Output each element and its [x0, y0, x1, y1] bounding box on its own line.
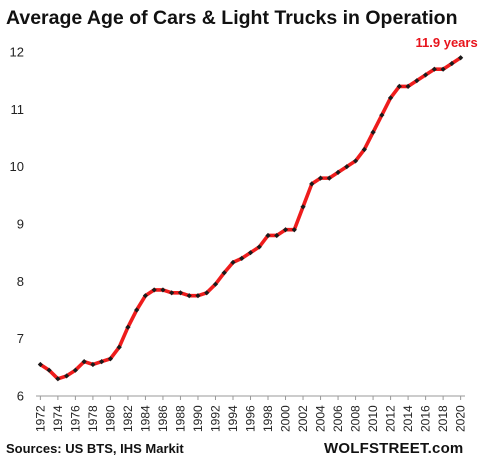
data-point-marker	[352, 158, 359, 164]
data-point-marker	[99, 359, 105, 365]
data-point-marker	[335, 169, 341, 175]
data-point-marker	[230, 259, 236, 266]
data-point-marker	[282, 227, 289, 233]
data-point-marker	[72, 367, 78, 373]
x-tick-label: 1972	[33, 405, 47, 432]
x-tick-label: 1974	[51, 405, 65, 432]
data-point-marker	[344, 164, 350, 170]
data-point-marker	[361, 146, 367, 153]
data-point-marker	[125, 324, 131, 330]
data-point-marker	[160, 287, 166, 293]
x-tick-label: 2002	[296, 405, 310, 432]
data-point-marker	[274, 232, 280, 239]
data-point-marker	[396, 83, 402, 89]
data-point-marker	[326, 175, 332, 181]
latest-value-annotation: 11.9 years	[416, 35, 478, 50]
x-tick-label: 2006	[331, 405, 345, 432]
x-tick-label: 1982	[121, 405, 135, 432]
x-tick-label: 2014	[401, 405, 415, 432]
data-point-marker	[142, 293, 149, 299]
data-point-marker	[186, 293, 192, 299]
x-tick-label: 2000	[279, 405, 293, 432]
x-tick-label: 2008	[349, 405, 363, 432]
data-point-marker	[195, 293, 201, 299]
x-tick-label: 2018	[436, 405, 450, 432]
data-point-marker	[55, 376, 61, 382]
y-tick-label: 9	[17, 217, 24, 232]
x-tick-label: 2016	[419, 405, 433, 432]
data-point-marker	[440, 66, 446, 72]
x-tick-label: 1990	[191, 405, 205, 432]
chart-title: Average Age of Cars & Light Trucks in Op…	[6, 7, 458, 29]
brand-logo-text: WOLFSTREET.com	[324, 440, 464, 457]
x-tick-label: 2010	[366, 405, 380, 432]
y-tick-label: 8	[17, 274, 24, 289]
x-tick-label: 1978	[86, 405, 100, 432]
data-point-marker	[116, 344, 122, 350]
x-tick-label: 2004	[314, 405, 328, 432]
data-point-marker	[405, 83, 411, 89]
y-tick-label: 10	[10, 159, 24, 174]
data-point-marker	[81, 359, 87, 365]
data-point-marker	[449, 60, 455, 67]
data-point-marker	[239, 255, 245, 261]
data-point-marker	[221, 270, 227, 276]
data-point-marker	[64, 373, 70, 379]
data-point-marker	[379, 112, 385, 118]
source-note: Sources: US BTS, IHS Markit	[6, 441, 184, 456]
y-tick-label: 12	[10, 45, 24, 60]
y-tick-label: 6	[17, 389, 24, 404]
data-point-marker	[309, 181, 315, 187]
data-point-marker	[107, 356, 114, 362]
data-point-marker	[300, 204, 306, 210]
series-line	[38, 55, 463, 381]
data-point-marker	[423, 72, 429, 78]
data-point-marker	[90, 361, 96, 368]
x-tick-label: 1988	[173, 405, 187, 432]
data-point-marker	[247, 250, 254, 256]
x-tick-label: 1998	[261, 405, 275, 432]
data-point-marker	[37, 361, 43, 368]
x-tick-label: 1996	[244, 405, 258, 432]
x-tick-label: 1994	[226, 405, 240, 432]
x-tick-label: 1980	[103, 405, 117, 432]
data-point-marker	[458, 55, 464, 61]
data-point-marker	[387, 95, 394, 101]
chart-axes	[36, 395, 465, 400]
data-point-marker	[46, 367, 52, 373]
x-tick-label: 1976	[68, 405, 82, 432]
x-tick-label: 1984	[138, 405, 152, 432]
data-point-marker	[177, 290, 184, 296]
x-tick-label: 1986	[156, 405, 170, 432]
data-point-marker	[212, 281, 219, 287]
x-tick-label: 1992	[208, 405, 222, 432]
data-point-marker	[291, 227, 297, 233]
x-tick-label: 2012	[384, 405, 398, 432]
data-point-marker	[151, 287, 157, 293]
data-series	[37, 55, 464, 382]
data-point-marker	[317, 175, 324, 181]
x-tick-label: 2020	[454, 405, 468, 432]
y-tick-label: 11	[11, 102, 25, 117]
data-point-marker	[414, 78, 420, 84]
data-point-marker	[431, 66, 437, 72]
data-point-marker	[370, 129, 376, 135]
data-point-marker	[256, 244, 262, 250]
y-axis-tick-labels: 6 7 8 9 10 11 12	[10, 45, 24, 404]
x-axis-tick-labels: 1972 1974 1976 1978 1980 1982 1984 1986 1988 1990…	[33, 405, 467, 432]
data-point-marker	[204, 290, 210, 296]
data-point-marker	[169, 290, 175, 296]
y-tick-label: 7	[17, 331, 24, 346]
data-point-marker	[134, 307, 140, 313]
data-point-marker	[265, 232, 271, 239]
